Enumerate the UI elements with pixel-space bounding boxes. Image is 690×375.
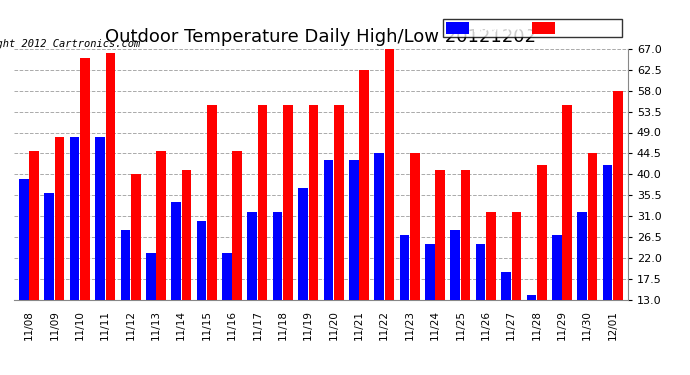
Bar: [562, 105, 572, 300]
Legend: Low  (°F), High  (°F): Low (°F), High (°F): [443, 19, 622, 37]
Bar: [171, 202, 181, 300]
Bar: [19, 179, 29, 300]
Bar: [359, 70, 369, 300]
Bar: [435, 170, 445, 300]
Bar: [197, 221, 206, 300]
Bar: [588, 153, 598, 300]
Bar: [30, 151, 39, 300]
Bar: [349, 160, 359, 300]
Bar: [70, 137, 79, 300]
Bar: [207, 105, 217, 300]
Bar: [248, 211, 257, 300]
Text: Copyright 2012 Cartronics.com: Copyright 2012 Cartronics.com: [0, 39, 140, 49]
Bar: [511, 211, 521, 300]
Bar: [131, 174, 141, 300]
Bar: [95, 137, 105, 300]
Title: Outdoor Temperature Daily High/Low 20121202: Outdoor Temperature Daily High/Low 20121…: [106, 28, 536, 46]
Bar: [526, 296, 536, 300]
Bar: [55, 137, 64, 300]
Bar: [613, 91, 622, 300]
Bar: [44, 193, 54, 300]
Bar: [410, 153, 420, 300]
Bar: [486, 211, 496, 300]
Bar: [298, 188, 308, 300]
Bar: [476, 244, 485, 300]
Bar: [334, 105, 344, 300]
Bar: [578, 211, 587, 300]
Bar: [501, 272, 511, 300]
Bar: [233, 151, 242, 300]
Bar: [181, 170, 191, 300]
Bar: [552, 235, 562, 300]
Bar: [374, 153, 384, 300]
Bar: [425, 244, 435, 300]
Bar: [146, 254, 155, 300]
Bar: [602, 165, 612, 300]
Bar: [106, 53, 115, 300]
Bar: [324, 160, 333, 300]
Bar: [258, 105, 268, 300]
Bar: [222, 254, 232, 300]
Bar: [400, 235, 409, 300]
Bar: [451, 230, 460, 300]
Bar: [384, 49, 394, 300]
Bar: [283, 105, 293, 300]
Bar: [537, 165, 546, 300]
Bar: [157, 151, 166, 300]
Bar: [80, 58, 90, 300]
Bar: [121, 230, 130, 300]
Bar: [308, 105, 318, 300]
Bar: [461, 170, 471, 300]
Bar: [273, 211, 282, 300]
